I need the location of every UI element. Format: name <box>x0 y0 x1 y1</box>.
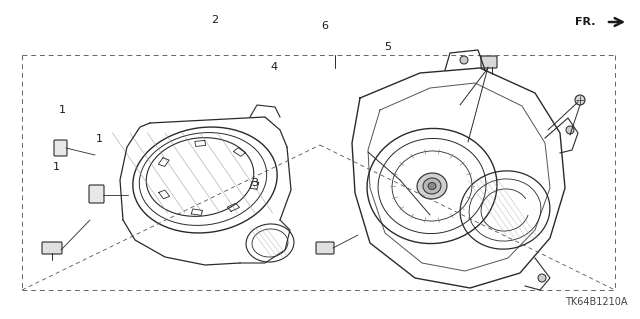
FancyBboxPatch shape <box>42 242 62 254</box>
Text: TK64B1210A: TK64B1210A <box>564 297 627 307</box>
Text: 6: 6 <box>322 21 328 31</box>
Circle shape <box>538 274 546 282</box>
Circle shape <box>460 56 468 64</box>
Ellipse shape <box>575 95 585 105</box>
Text: 2: 2 <box>211 15 218 25</box>
Text: FR.: FR. <box>575 17 596 27</box>
FancyBboxPatch shape <box>54 140 67 156</box>
FancyBboxPatch shape <box>481 56 497 68</box>
Text: 1: 1 <box>60 105 66 115</box>
Text: 4: 4 <box>270 62 278 72</box>
FancyBboxPatch shape <box>89 185 104 203</box>
Ellipse shape <box>423 178 441 194</box>
Text: 1: 1 <box>96 134 102 144</box>
Ellipse shape <box>428 182 436 189</box>
Circle shape <box>566 126 574 134</box>
Text: 5: 5 <box>384 42 390 52</box>
Ellipse shape <box>417 173 447 199</box>
FancyBboxPatch shape <box>316 242 334 254</box>
Text: 3: 3 <box>252 178 258 189</box>
Text: 1: 1 <box>53 162 60 173</box>
